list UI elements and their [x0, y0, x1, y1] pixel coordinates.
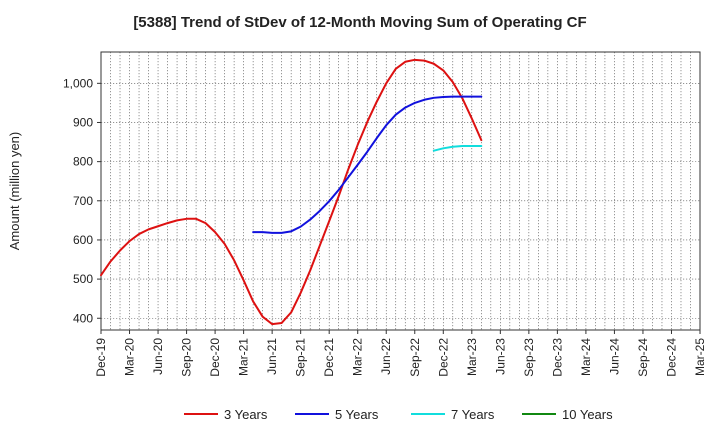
x-tick-label: Sep-21 [294, 338, 308, 377]
series-line-7-years [432, 144, 483, 152]
y-tick-label: 600 [73, 233, 93, 247]
series-lines [100, 58, 483, 326]
y-axis-title: Amount (million yen) [7, 132, 22, 251]
y-tick-label: 1,000 [63, 76, 93, 90]
series-line-5-years [252, 95, 483, 234]
x-tick-label: Dec-22 [436, 338, 450, 377]
x-tick-label: Mar-22 [351, 338, 365, 376]
legend-label: 10 Years [562, 407, 613, 422]
y-tick-label: 800 [73, 155, 93, 169]
x-tick-label: Dec-20 [208, 338, 222, 377]
x-tick-label: Dec-24 [664, 338, 678, 377]
legend-label: 3 Years [224, 407, 268, 422]
chart-title: [5388] Trend of StDev of 12-Month Moving… [133, 14, 587, 31]
series-line-3-years [100, 58, 483, 326]
x-tick-label: Dec-21 [322, 338, 336, 377]
legend-label: 5 Years [335, 407, 379, 422]
y-tick-label: 400 [73, 311, 93, 325]
y-tick-label: 900 [73, 115, 93, 129]
y-axis: 400 500 600 700 800 900 1,000 [63, 76, 101, 325]
x-tick-label: Jun-23 [493, 338, 507, 375]
x-tick-label: Jun-20 [151, 338, 165, 375]
x-tick-label: Mar-25 [693, 338, 707, 376]
x-tick-label: Dec-19 [94, 338, 108, 377]
plot-frame [100, 51, 701, 331]
x-tick-label: Jun-24 [607, 338, 621, 375]
x-tick-label: Mar-23 [465, 338, 479, 376]
x-tick-label: Sep-22 [408, 338, 422, 377]
x-tick-label: Mar-21 [237, 338, 251, 376]
y-tick-label: 700 [73, 194, 93, 208]
x-axis: Dec-19 Mar-20 Jun-20 Sep-20 Dec-20 Mar-21 Jun-… [94, 330, 707, 377]
x-tick-label: Sep-24 [636, 338, 650, 377]
x-tick-label: Dec-23 [550, 338, 564, 377]
gridlines [101, 52, 700, 330]
x-tick-label: Jun-21 [265, 338, 279, 375]
legend-label: 7 Years [451, 407, 495, 422]
x-tick-label: Jun-22 [379, 338, 393, 375]
legend: 3 Years 5 Years 7 Years 10 Years [184, 407, 613, 422]
x-tick-label: Sep-20 [180, 338, 194, 377]
y-tick-label: 500 [73, 272, 93, 286]
x-tick-label: Sep-23 [522, 338, 536, 377]
plot-area [101, 52, 700, 330]
x-tick-label: Mar-24 [579, 338, 593, 376]
x-tick-label: Mar-20 [123, 338, 137, 376]
